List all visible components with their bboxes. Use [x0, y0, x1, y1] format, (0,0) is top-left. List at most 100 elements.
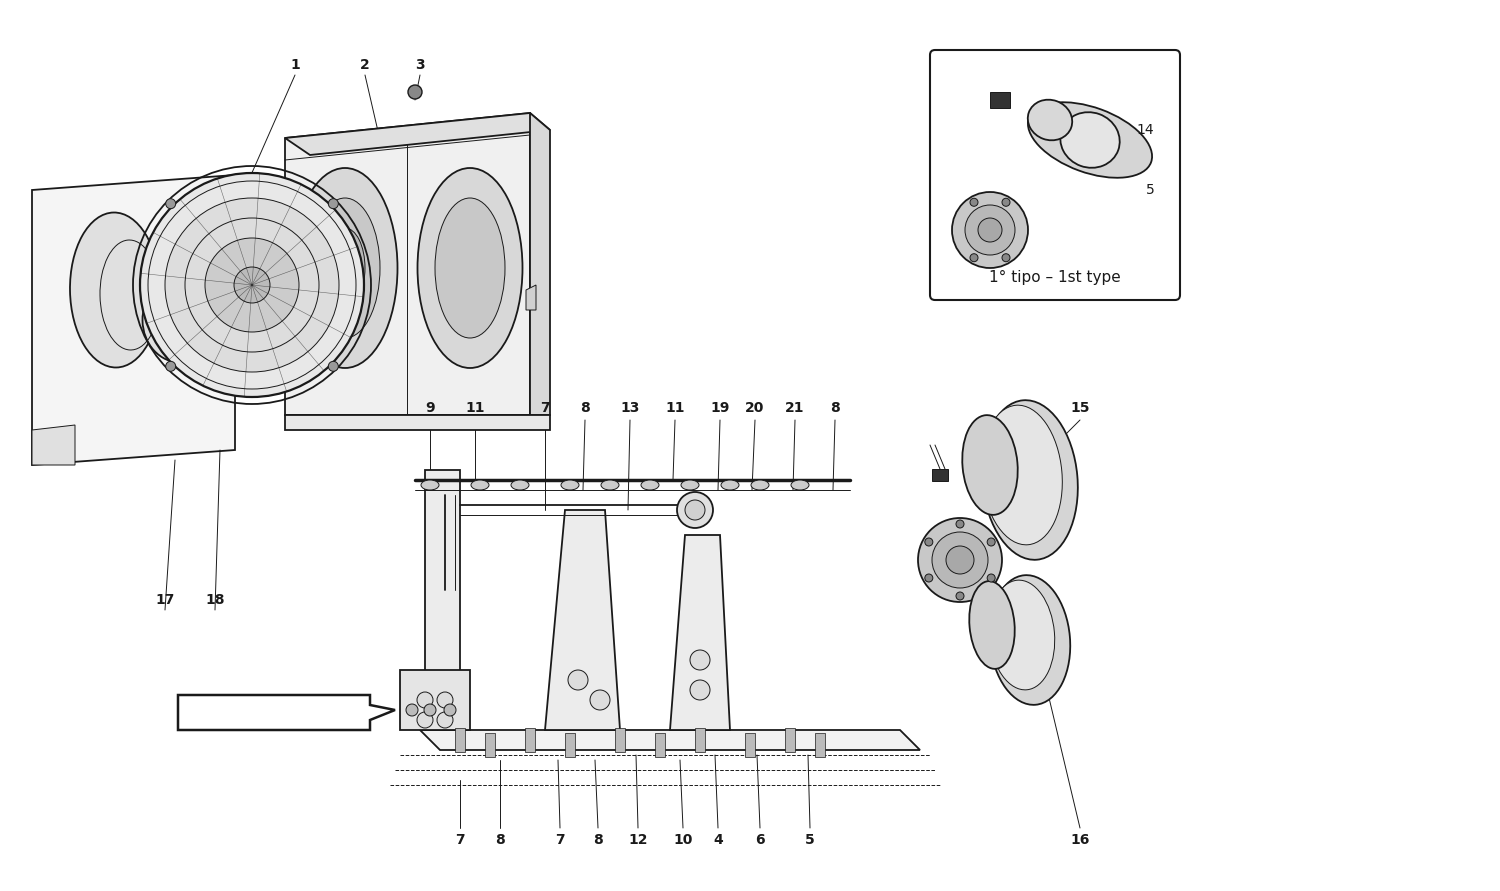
- Circle shape: [568, 670, 588, 690]
- Ellipse shape: [310, 198, 380, 338]
- Circle shape: [590, 690, 610, 710]
- Polygon shape: [484, 733, 495, 757]
- Text: 6: 6: [754, 833, 765, 847]
- Circle shape: [690, 680, 709, 700]
- Text: 12: 12: [628, 833, 648, 847]
- Ellipse shape: [326, 228, 364, 308]
- Circle shape: [1002, 254, 1010, 262]
- Polygon shape: [932, 469, 948, 481]
- Text: 13: 13: [621, 401, 639, 415]
- Text: 10: 10: [674, 833, 693, 847]
- Text: 7: 7: [454, 833, 465, 847]
- Polygon shape: [178, 695, 394, 730]
- Ellipse shape: [790, 480, 808, 490]
- Polygon shape: [285, 113, 550, 155]
- Circle shape: [424, 704, 436, 716]
- Ellipse shape: [142, 277, 218, 363]
- Circle shape: [328, 362, 339, 372]
- Circle shape: [328, 199, 339, 208]
- Circle shape: [417, 692, 434, 708]
- Circle shape: [1002, 199, 1010, 207]
- Polygon shape: [815, 733, 825, 757]
- Polygon shape: [32, 175, 236, 465]
- Text: 8: 8: [830, 401, 840, 415]
- Circle shape: [417, 712, 434, 728]
- Text: 11: 11: [465, 401, 484, 415]
- Text: 7: 7: [540, 401, 550, 415]
- Polygon shape: [670, 535, 730, 730]
- Circle shape: [436, 712, 453, 728]
- Ellipse shape: [561, 480, 579, 490]
- Polygon shape: [694, 728, 705, 752]
- Circle shape: [234, 267, 270, 303]
- Polygon shape: [990, 92, 1010, 108]
- Circle shape: [206, 238, 298, 332]
- Circle shape: [406, 704, 418, 716]
- Text: 5: 5: [1146, 183, 1155, 197]
- Text: 18: 18: [206, 593, 225, 607]
- Circle shape: [932, 532, 988, 588]
- Text: 19: 19: [711, 401, 729, 415]
- Ellipse shape: [422, 480, 440, 490]
- Ellipse shape: [292, 168, 398, 368]
- Polygon shape: [454, 728, 465, 752]
- Text: 21: 21: [786, 401, 804, 415]
- Ellipse shape: [602, 480, 619, 490]
- Text: 1: 1: [290, 58, 300, 72]
- Ellipse shape: [990, 576, 1070, 705]
- Polygon shape: [526, 285, 536, 310]
- Ellipse shape: [982, 400, 1078, 560]
- Text: 9: 9: [424, 401, 435, 415]
- Ellipse shape: [640, 480, 658, 490]
- Circle shape: [956, 520, 964, 528]
- Circle shape: [165, 198, 339, 372]
- Circle shape: [444, 704, 456, 716]
- Text: 17: 17: [156, 593, 174, 607]
- Circle shape: [952, 192, 1028, 268]
- Text: 2: 2: [360, 58, 370, 72]
- Circle shape: [676, 492, 712, 528]
- Polygon shape: [420, 730, 920, 750]
- Polygon shape: [746, 733, 754, 757]
- Circle shape: [987, 538, 994, 546]
- Circle shape: [926, 538, 933, 546]
- Ellipse shape: [70, 213, 160, 367]
- Circle shape: [686, 500, 705, 520]
- Polygon shape: [784, 728, 795, 752]
- Text: 14: 14: [1136, 123, 1154, 137]
- Polygon shape: [285, 415, 550, 430]
- Circle shape: [964, 205, 1016, 255]
- Text: 8: 8: [592, 833, 603, 847]
- Circle shape: [140, 173, 364, 397]
- Circle shape: [918, 518, 1002, 602]
- Polygon shape: [530, 113, 550, 415]
- Circle shape: [436, 692, 453, 708]
- Ellipse shape: [417, 168, 522, 368]
- Polygon shape: [285, 113, 530, 415]
- Circle shape: [926, 574, 933, 582]
- Circle shape: [987, 574, 994, 582]
- Ellipse shape: [681, 480, 699, 490]
- Circle shape: [970, 199, 978, 207]
- Polygon shape: [424, 470, 460, 730]
- Text: 3: 3: [416, 58, 424, 72]
- Text: 7: 7: [555, 833, 566, 847]
- Text: 8: 8: [580, 401, 590, 415]
- Text: 15: 15: [1071, 401, 1089, 415]
- Ellipse shape: [512, 480, 530, 490]
- Ellipse shape: [752, 480, 770, 490]
- Polygon shape: [615, 728, 626, 752]
- Ellipse shape: [435, 198, 506, 338]
- Ellipse shape: [990, 580, 1054, 690]
- Polygon shape: [525, 728, 536, 752]
- Text: 11: 11: [666, 401, 684, 415]
- Text: 8: 8: [495, 833, 506, 847]
- Circle shape: [946, 546, 974, 574]
- Circle shape: [956, 592, 964, 600]
- Text: 16: 16: [1071, 833, 1089, 847]
- Polygon shape: [278, 245, 288, 290]
- Ellipse shape: [722, 480, 740, 490]
- Circle shape: [408, 85, 422, 99]
- Circle shape: [978, 218, 1002, 242]
- Polygon shape: [544, 510, 620, 730]
